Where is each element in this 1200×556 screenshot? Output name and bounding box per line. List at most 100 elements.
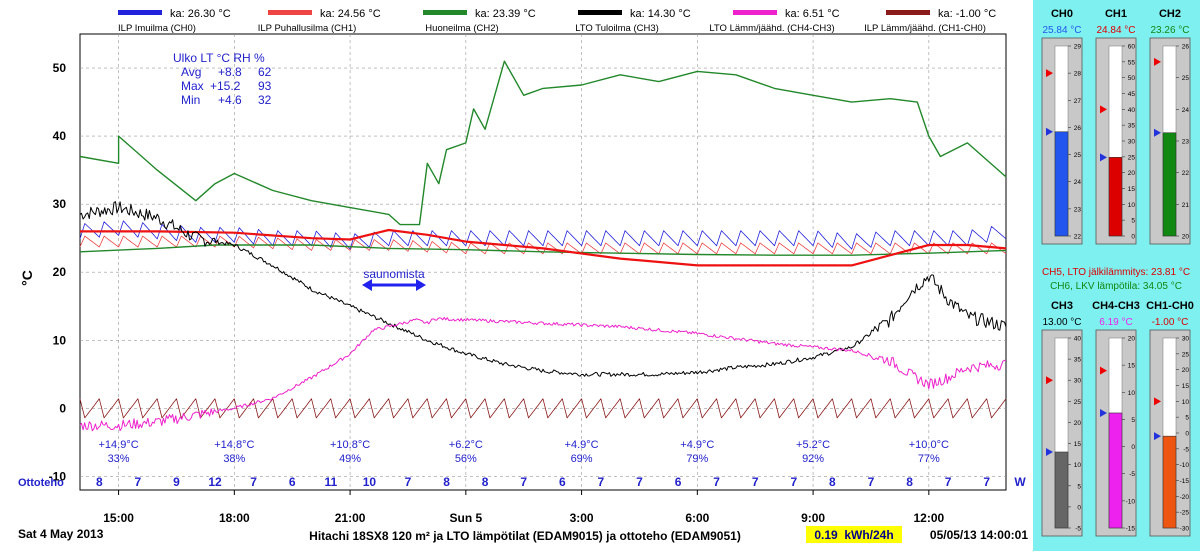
outdoor-rh: 69% — [571, 453, 593, 465]
gauge-tick-label: 30 — [1128, 139, 1136, 146]
temperature-chart: ka: 26.30 °C ILP Imuilma (CH0) ka: 24.56 °… — [18, 8, 1028, 543]
x-axis: 15:00 18:00 21:00 Sun 5 3:00 6:00 9:00 12:00 — [103, 490, 944, 525]
ottoteho-value: 7 — [983, 475, 990, 489]
ottoteho-value: 11 — [324, 475, 337, 489]
gauge-tick-label: 23 — [1182, 139, 1190, 146]
outdoor-temp: +6.2°C — [449, 439, 483, 451]
gauge-tick-label: 20 — [1182, 234, 1190, 241]
gauge-fill — [1108, 157, 1123, 237]
outdoor-temp: +10.0°C — [909, 439, 949, 451]
y-tick-label: 0 — [59, 401, 66, 415]
gauges: CH0 25.84 °C 22 23 24 25 26 27 28 29 CH1 24.84 °C 0 5… — [1041, 8, 1194, 537]
gauge-tick-label: 30 — [1074, 378, 1082, 385]
legend-avg: ka: 26.30 °C — [170, 8, 231, 20]
ottoteho-value: 7 — [598, 475, 605, 489]
gauge-tick-label: 60 — [1128, 44, 1136, 51]
gauge-tick-label: 40 — [1074, 336, 1082, 343]
gauge-tick-label: -10 — [1126, 498, 1136, 505]
gauge-tick-label: 20 — [1182, 367, 1190, 374]
x-tick-label: 6:00 — [685, 511, 709, 525]
gauge-tick-label: 27 — [1074, 98, 1082, 105]
outdoor-rh: 92% — [802, 453, 824, 465]
gauge-max-marker — [1154, 397, 1161, 406]
gauge-tick-label: 25 — [1074, 399, 1082, 406]
x-tick-label: 18:00 — [219, 511, 250, 525]
y-tick-label: 40 — [53, 129, 67, 143]
gauge-name: CH1-CH0 — [1146, 300, 1194, 312]
y-tick-label: 50 — [53, 61, 67, 75]
gauges-bottom-row: CH3 13.00 °C -5 0 5 10 15 20 25 30 35 40 CH4-CH3 6.19… — [1041, 300, 1194, 537]
gauge-tick-label: 20 — [1074, 420, 1082, 427]
x-tick-label: Sun 5 — [449, 511, 482, 525]
gauge-tick-label: -20 — [1180, 494, 1190, 501]
gauge-max-marker — [1100, 366, 1107, 375]
gauge-fill — [1054, 131, 1069, 237]
gauge-tick-label: 24 — [1182, 107, 1190, 114]
ottoteho-value: 7 — [405, 475, 412, 489]
gauge-tick-label: -15 — [1126, 526, 1136, 533]
annotation-arrow-right-head — [416, 279, 426, 291]
gauge-tick-label: 10 — [1182, 399, 1190, 406]
x-tick-label: 21:00 — [335, 511, 366, 525]
outdoor-temp: +4.9°C — [565, 439, 599, 451]
energy-box — [806, 526, 902, 543]
gauge-name: CH2 — [1159, 8, 1181, 20]
gauge-value: 23.26 °C — [1150, 25, 1189, 36]
y-axis-label: °C — [19, 270, 35, 286]
gauge-value: 6.19 °C — [1099, 317, 1132, 328]
gauge-max-marker — [1154, 57, 1161, 66]
ottoteho-value: 7 — [636, 475, 643, 489]
footer-date: Sat 4 May 2013 — [18, 527, 104, 541]
gauge-tick-label: 22 — [1074, 234, 1082, 241]
outdoor-temp: +4.9°C — [680, 439, 714, 451]
y-tick-label: 30 — [53, 197, 67, 211]
x-tick-label: 3:00 — [570, 511, 594, 525]
annotation-label: saunomista — [363, 267, 425, 281]
gauge-value: 25.84 °C — [1042, 25, 1081, 36]
outdoor-rh: 49% — [339, 453, 361, 465]
legend-swatch — [268, 10, 312, 15]
gauge-tick-label: -30 — [1180, 526, 1190, 533]
gauge-tick-label: 10 — [1074, 462, 1082, 469]
gauge-current-marker — [1046, 127, 1053, 136]
gauge-tick-label: 26 — [1074, 125, 1082, 132]
gauge-current-marker — [1100, 153, 1107, 162]
gauge-tick-label: 15 — [1182, 383, 1190, 390]
outdoor-rh: 38% — [223, 453, 245, 465]
gauge-tick-label: 0 — [1185, 431, 1189, 438]
ottoteho-value: 7 — [868, 475, 875, 489]
outdoor-rh: 56% — [455, 453, 477, 465]
gauge-current-marker — [1100, 408, 1107, 417]
grid — [80, 34, 1006, 490]
gauge-name: CH0 — [1051, 8, 1073, 20]
ottoteho-value: 8 — [906, 475, 913, 489]
stats-max-rh: 93 — [258, 79, 272, 93]
gauge-name: CH1 — [1105, 8, 1127, 20]
gauge-tick-label: 25 — [1182, 75, 1190, 82]
ottoteho-value: 10 — [363, 475, 377, 489]
ottoteho-value: 7 — [250, 475, 257, 489]
footer-timestamp: 05/05/13 14:00:01 — [930, 528, 1028, 542]
ottoteho-value: 6 — [289, 475, 296, 489]
gauge-tick-label: 15 — [1074, 441, 1082, 448]
gauge-tick-label: 10 — [1128, 390, 1136, 397]
gauge-tick-label: 40 — [1128, 107, 1136, 114]
ottoteho-value: 9 — [173, 475, 180, 489]
legend-swatch — [118, 10, 162, 15]
gauge-tick-label: 5 — [1185, 415, 1189, 422]
legend-avg: ka: 6.51 °C — [785, 8, 840, 20]
y-axis: -10 0 10 20 30 40 50 — [49, 61, 67, 483]
gauge-tick-label: -5 — [1129, 471, 1135, 478]
outdoor-temp: +14.9°C — [98, 439, 138, 451]
stats-avg-t: +8.8 — [218, 65, 242, 79]
ottoteho-value: 8 — [443, 475, 450, 489]
ottoteho-value: 8 — [482, 475, 489, 489]
gauge-tick-label: 25 — [1128, 154, 1136, 161]
series-line — [79, 201, 1007, 377]
legend-avg: ka: -1.00 °C — [938, 8, 996, 20]
gauge-tick-label: 20 — [1128, 170, 1136, 177]
gauge-tick-label: 20 — [1128, 336, 1136, 343]
gauge-tick-label: 50 — [1128, 75, 1136, 82]
ottoteho-value: 8 — [829, 475, 836, 489]
ottoteho-value: 7 — [790, 475, 797, 489]
